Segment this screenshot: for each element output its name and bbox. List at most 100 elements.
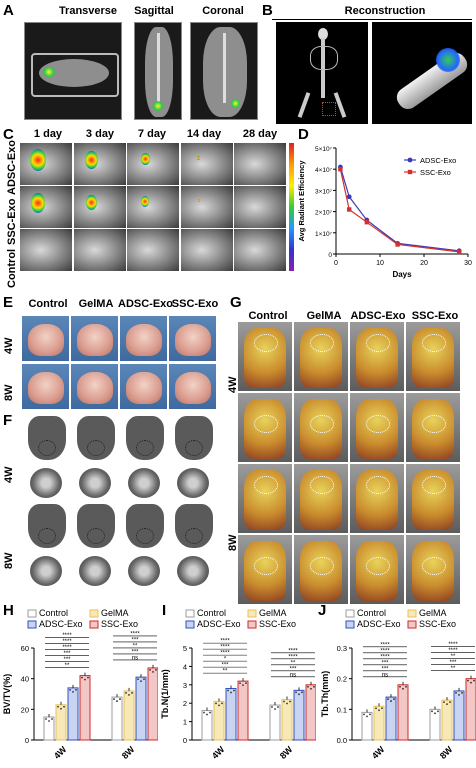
data-dot (87, 676, 89, 679)
legend-entry: Control (39, 608, 68, 618)
data-dot (295, 691, 297, 694)
data-dot (307, 685, 309, 688)
y-tick-label: 0.2 (337, 675, 347, 684)
gross-photo (22, 316, 69, 361)
data-dot (366, 715, 368, 718)
data-dot (45, 718, 47, 720)
header-g-ssc: SSC-Exo (411, 310, 459, 322)
y-axis-label: BV/TV(%) (2, 674, 12, 715)
tb-th-bar-chart: Control GelMA ADSC-Exo SSC-Exo 0.0 0.1 0.2 0.3 T… (320, 608, 476, 761)
data-dot (149, 669, 151, 671)
defect-circle (38, 440, 56, 456)
defect-circle (38, 528, 56, 544)
x-category-label: 8W (438, 744, 455, 761)
reconstruction-cell (238, 464, 292, 533)
bar (305, 684, 316, 741)
ivis-cell (234, 229, 286, 271)
series-line (339, 166, 460, 252)
legend-swatch (407, 620, 417, 629)
data-dot (310, 687, 312, 690)
y-axis-label: Tb.Th(mm) (320, 671, 330, 718)
ivis-cell (73, 229, 126, 271)
bar (361, 711, 373, 741)
defect-circle (87, 440, 105, 456)
data-dot (393, 698, 395, 700)
data-dot (131, 692, 133, 694)
reconstruction-cell (406, 535, 460, 604)
fluorescence-signal (197, 155, 200, 160)
significance-mark: **** (130, 631, 140, 637)
data-dot (119, 698, 121, 700)
significance-mark: **** (288, 648, 298, 654)
data-dot (233, 689, 235, 692)
panel-e-label: E (3, 294, 14, 311)
data-dot (381, 707, 383, 710)
legend-entry: Control (357, 608, 386, 618)
gross-photo (169, 364, 216, 409)
reconstruction-cell (294, 535, 348, 604)
data-dot (69, 688, 71, 691)
y-tick-label: 1 (183, 718, 187, 727)
ivis-cell (127, 143, 179, 185)
defect-circle (366, 557, 390, 575)
bar (465, 678, 476, 741)
significance-mark: **** (380, 648, 390, 654)
gross-photo (120, 316, 167, 361)
tb-n-bar-chart: Control GelMA ADSC-Exo SSC-Exo 0 1 2 3 4 5 Tb.N(1/… (160, 608, 316, 761)
data-dot (57, 705, 59, 708)
knee-tissue (28, 324, 64, 356)
data-point (364, 220, 369, 225)
legend-swatch (247, 609, 257, 618)
header-day-14: 14 day (186, 128, 222, 140)
ivis-cell (180, 143, 233, 185)
defect-circle (254, 415, 278, 433)
x-tick-label: 20 (420, 260, 428, 267)
defect-circle (254, 334, 278, 352)
cross-section (128, 468, 160, 498)
y-tick-label: 0.1 (337, 705, 347, 714)
cross-section (30, 468, 62, 498)
significance-mark: **** (62, 639, 72, 645)
significance-mark: ** (451, 666, 456, 672)
y-axis-label: Tb.N(1/mm) (160, 669, 170, 719)
data-dot (470, 681, 472, 684)
defect-circle (366, 415, 390, 433)
ivis-cell (234, 186, 286, 228)
fluorescence-signal (140, 152, 150, 166)
header-e-gelma: GelMA (78, 298, 114, 310)
legend-entry: SSC-Exo (259, 619, 296, 629)
legend-marker (407, 169, 413, 175)
legend-entry: SSC-Exo (420, 168, 451, 177)
significance-mark: **** (380, 654, 390, 660)
fluorescence-signal (197, 199, 200, 202)
data-dot (443, 701, 445, 704)
significance-mark: *** (131, 637, 139, 643)
significance-mark: *** (131, 649, 139, 655)
row-label-f-8w: 8W (3, 552, 15, 570)
y-tick-label: 60 (21, 644, 29, 653)
data-dot (206, 713, 208, 716)
legend-entry: ADSC-Exo (197, 619, 241, 629)
ivis-cell (234, 143, 286, 185)
data-dot (75, 688, 77, 691)
y-tick-label: 3×10⁷ (315, 188, 333, 195)
bar (135, 676, 147, 741)
significance-mark: **** (220, 651, 230, 657)
panel-i-label: I (162, 602, 167, 619)
bar (123, 690, 135, 741)
data-dot (137, 678, 139, 681)
header-e-control: Control (28, 298, 68, 310)
panel-j-label: J (318, 602, 327, 619)
data-dot (203, 711, 205, 714)
gross-photo (71, 316, 118, 361)
bar (225, 687, 237, 741)
data-dot (140, 680, 142, 683)
row-label-e-8w: 8W (3, 384, 15, 402)
header-coronal: Coronal (202, 5, 244, 17)
data-point (395, 242, 400, 247)
x-category-label: 4W (210, 744, 227, 761)
data-dot (473, 679, 475, 682)
significance-mark: *** (289, 666, 297, 672)
bar (55, 704, 67, 741)
significance-mark: **** (62, 633, 72, 639)
